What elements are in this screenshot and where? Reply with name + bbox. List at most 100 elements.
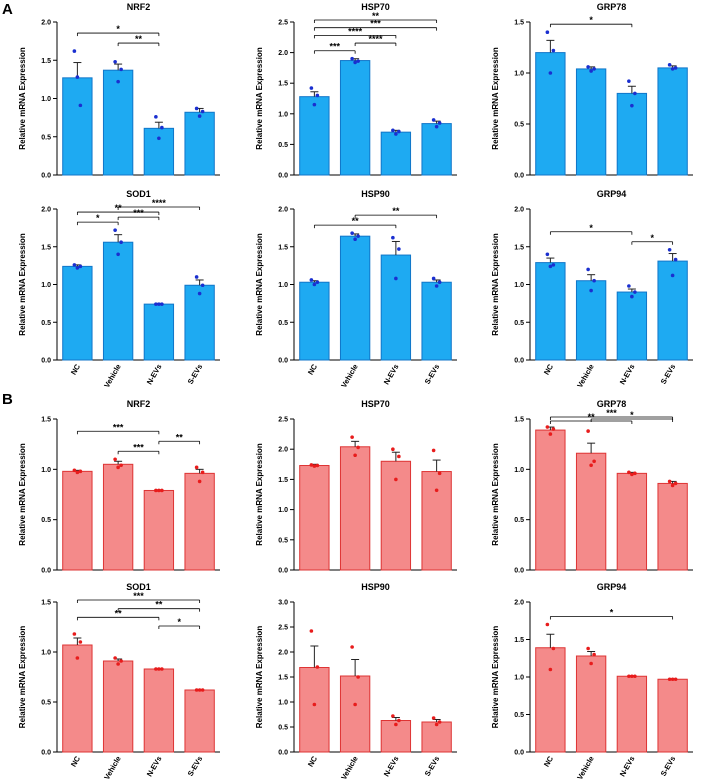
significance-label: **** — [348, 26, 363, 36]
data-point — [434, 488, 439, 493]
y-tick-label: 2.0 — [278, 650, 288, 657]
data-point — [548, 432, 553, 436]
data-point — [670, 67, 675, 71]
y-tick-label: 1.0 — [278, 700, 288, 707]
y-tick-label: 1.5 — [41, 244, 51, 251]
y-tick-label: 2.0 — [278, 207, 288, 214]
bar-n-evs — [380, 460, 412, 571]
bar-nc — [299, 281, 330, 361]
x-tick-label: S-EVs — [186, 755, 205, 778]
x-tick-label: N-EVs — [618, 363, 637, 387]
data-point — [315, 93, 320, 98]
chart-b-hsp70: HSP70 Relative mRNA Expression 0.0 0.5 1.0 1.… — [255, 399, 457, 575]
chart-title: GRP94 — [597, 582, 627, 592]
chart-b-nrf2: NRF2 Relative mRNA Expression 0.0 0.5 1.0 1.5… — [18, 399, 220, 575]
data-point — [157, 667, 161, 671]
data-point — [157, 136, 161, 141]
chart-title: SOD1 — [126, 582, 151, 592]
bar-n-evs — [380, 254, 412, 361]
y-tick-label: 0.0 — [514, 173, 524, 180]
chart-b-grp94: GRP94 Relative mRNA Expression 0.0 0.5 1.0 1.… — [491, 582, 693, 781]
data-point — [673, 677, 678, 682]
data-point — [586, 429, 590, 433]
bar-nc — [62, 644, 93, 753]
data-point — [194, 465, 199, 470]
bar-nc — [535, 52, 566, 176]
y-tick-label: 1.0 — [41, 282, 51, 289]
significance-label: * — [650, 233, 654, 243]
y-tick-label: 1.0 — [41, 467, 51, 474]
data-point — [197, 291, 202, 296]
x-tick-label: Vehicle — [575, 363, 596, 390]
chart-a-hsp70: HSP70 Relative mRNA Expression 0.0 0.5 1.0 1.… — [255, 2, 457, 180]
y-axis-label: Relative mRNA Expression — [18, 626, 27, 729]
significance-label: **** — [152, 198, 167, 208]
data-point — [353, 237, 357, 241]
data-point — [397, 454, 401, 459]
data-point — [160, 125, 164, 130]
data-point — [551, 646, 556, 651]
y-tick-label: 0.5 — [41, 700, 51, 707]
y-tick-label: 2.0 — [514, 600, 524, 607]
bar-vehicle — [102, 463, 134, 571]
panel-label-a: A — [2, 1, 13, 18]
data-point — [434, 284, 439, 288]
data-point — [197, 479, 202, 484]
y-tick-label: 1.5 — [514, 417, 524, 424]
data-point — [673, 66, 678, 70]
y-tick-label: 2.0 — [278, 447, 288, 454]
data-point — [431, 716, 436, 720]
x-tick-label: NC — [306, 754, 320, 768]
data-point — [194, 688, 199, 692]
y-tick-label: 0.5 — [514, 320, 524, 327]
data-point — [75, 470, 80, 475]
data-point — [548, 264, 553, 269]
bar-nc — [535, 647, 566, 753]
y-axis-label: Relative mRNA Expression — [491, 47, 500, 150]
data-point — [397, 247, 401, 251]
data-point — [630, 294, 634, 299]
data-point — [197, 688, 202, 692]
data-point — [154, 115, 158, 119]
data-point — [627, 674, 631, 679]
bar-s-evs — [184, 284, 215, 361]
data-point — [391, 128, 395, 133]
data-point — [353, 60, 357, 65]
chart-a-grp94: GRP94 Relative mRNA Expression 0.0 0.5 1.0 1.… — [491, 189, 693, 389]
data-point — [78, 264, 83, 269]
significance-label: *** — [113, 422, 124, 432]
data-point — [592, 459, 596, 464]
bar-nc — [62, 470, 93, 571]
y-tick-label: 1.0 — [41, 650, 51, 657]
data-point — [391, 235, 395, 240]
bar-s-evs — [421, 471, 452, 571]
data-point — [548, 667, 553, 672]
data-point — [394, 132, 398, 136]
data-point — [72, 49, 77, 53]
significance-label: ** — [392, 206, 400, 216]
y-tick-label: 0.5 — [514, 517, 524, 524]
data-point — [667, 479, 672, 484]
data-point — [670, 273, 675, 278]
data-point — [312, 702, 317, 707]
y-tick-label: 0.5 — [41, 517, 51, 524]
significance-label: ** — [372, 11, 380, 21]
significance-label: *** — [133, 208, 144, 218]
x-tick-label: S-EVs — [423, 363, 442, 386]
y-axis-label: Relative mRNA Expression — [491, 443, 500, 546]
bar-n-evs — [616, 472, 648, 571]
data-point — [431, 118, 436, 122]
data-point — [194, 106, 199, 111]
bar-n-evs — [143, 303, 175, 361]
data-point — [437, 720, 442, 724]
y-tick-label: 2.5 — [278, 417, 288, 424]
data-point — [315, 463, 320, 468]
bar-n-evs — [616, 291, 648, 361]
significance-label: * — [589, 15, 593, 25]
data-point — [312, 102, 317, 107]
significance-label: *** — [133, 591, 144, 601]
data-point — [630, 103, 634, 108]
data-point — [545, 30, 550, 34]
data-point — [630, 674, 634, 679]
y-axis-label: Relative mRNA Expression — [255, 443, 264, 546]
